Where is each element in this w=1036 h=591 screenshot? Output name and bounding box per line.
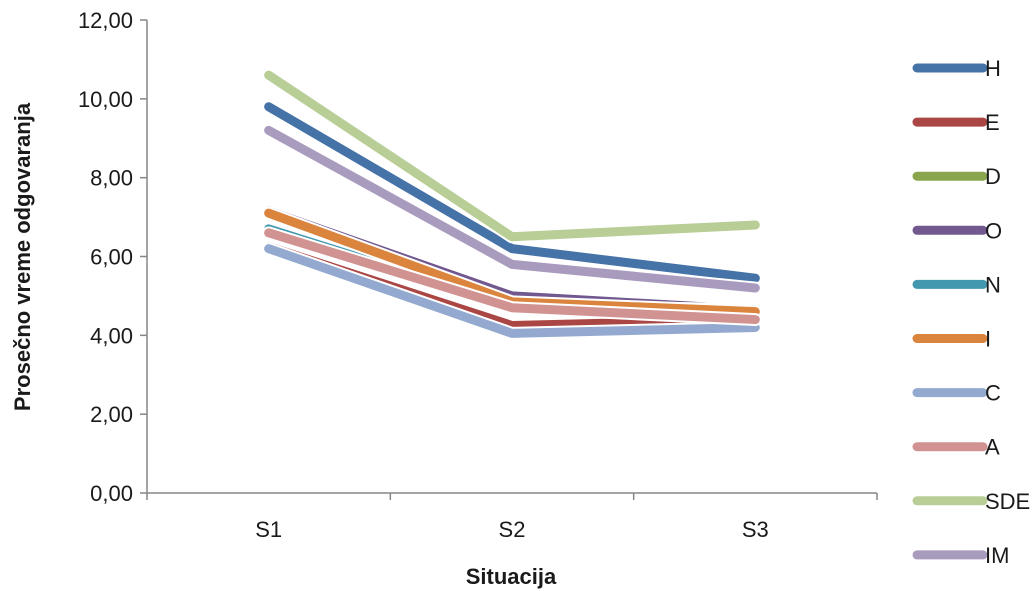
legend-label-a: A xyxy=(985,435,1000,460)
y-tick-label: 2,00 xyxy=(90,402,133,427)
x-tick-label: S3 xyxy=(742,517,769,542)
legend-label-sde: SDE xyxy=(985,489,1030,514)
y-tick-label: 12,00 xyxy=(78,8,133,33)
series-line-sde xyxy=(264,70,760,242)
legend-label-d: D xyxy=(985,164,1001,189)
y-axis-ticks: 0,00 2,00 4,00 6,00 8,00 10,00 12,00 xyxy=(78,8,147,506)
legend-label-e: E xyxy=(985,110,1000,135)
series-line-h xyxy=(264,102,760,283)
legend-label-o: O xyxy=(985,218,1002,243)
y-tick-label: 8,00 xyxy=(90,166,133,191)
y-tick-label: 4,00 xyxy=(90,323,133,348)
legend-label-im: IM xyxy=(985,543,1009,568)
legend: H E D O N I C A SDE IM xyxy=(912,56,1030,568)
series-line-c xyxy=(264,244,760,338)
axes: 0,00 2,00 4,00 6,00 8,00 10,00 12,00 S1 S2 S3 xyxy=(78,8,878,542)
legend-label-c: C xyxy=(985,381,1001,406)
legend-label-h: H xyxy=(985,56,1001,81)
y-tick-label: 10,00 xyxy=(78,87,133,112)
legend-label-i: I xyxy=(985,327,991,352)
x-axis-ticks: S1 S2 S3 xyxy=(146,493,878,542)
legend-label-n: N xyxy=(985,272,1001,297)
x-tick-label: S2 xyxy=(499,517,526,542)
y-tick-label: 6,00 xyxy=(90,245,133,270)
y-tick-label: 0,00 xyxy=(90,481,133,506)
series-lines xyxy=(262,68,762,340)
series-line-a xyxy=(264,228,760,325)
x-tick-label: S1 xyxy=(255,517,282,542)
series-line-im xyxy=(264,125,760,293)
x-axis-title: Situacija xyxy=(466,564,557,589)
y-axis-title: Prosečno vreme odgovaranja xyxy=(10,102,35,411)
